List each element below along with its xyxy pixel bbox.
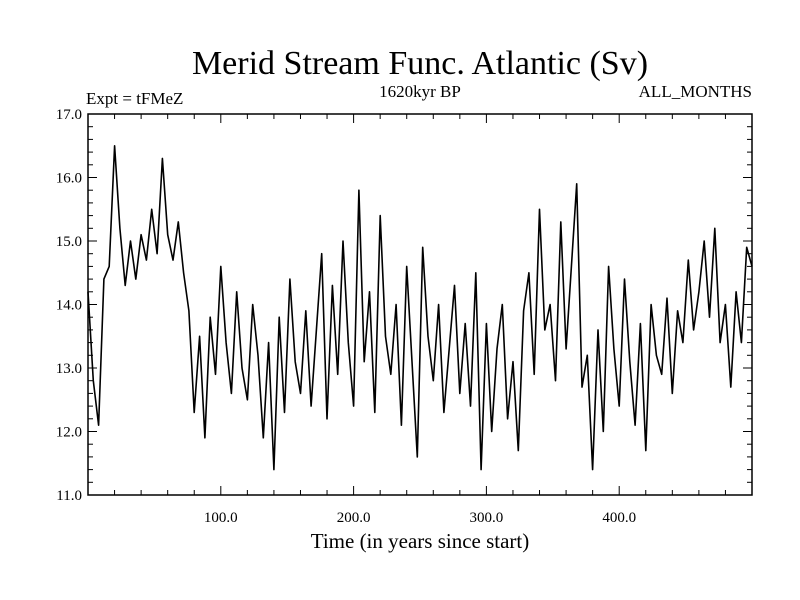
data-line [87,145,753,471]
y-tick-label: 16.0 [56,171,82,187]
experiment-label: Expt = tFMeZ [86,89,183,108]
x-tick-label: 100.0 [204,510,238,526]
period-label: 1620kyr BP [379,82,461,101]
y-tick-label: 17.0 [56,107,82,123]
y-tick-label: 13.0 [56,361,82,377]
x-tick-label: 400.0 [602,510,636,526]
y-axis: 11.0 12.0 13.0 14.0 15.0 16.0 17.0 [56,107,752,504]
x-axis-label: Time (in years since start) [311,529,530,553]
y-tick-label: 14.0 [56,298,82,314]
x-tick-label: 200.0 [337,510,371,526]
x-axis: 100.0 200.0 300.0 400.0 [114,114,726,526]
chart-title: Merid Stream Func. Atlantic (Sv) [192,45,648,82]
months-label: ALL_MONTHS [639,82,752,101]
x-tick-label: 300.0 [470,510,504,526]
y-tick-label: 11.0 [56,488,82,504]
plot-frame [87,113,753,496]
y-tick-label: 15.0 [56,234,82,250]
y-tick-label: 12.0 [56,425,82,441]
